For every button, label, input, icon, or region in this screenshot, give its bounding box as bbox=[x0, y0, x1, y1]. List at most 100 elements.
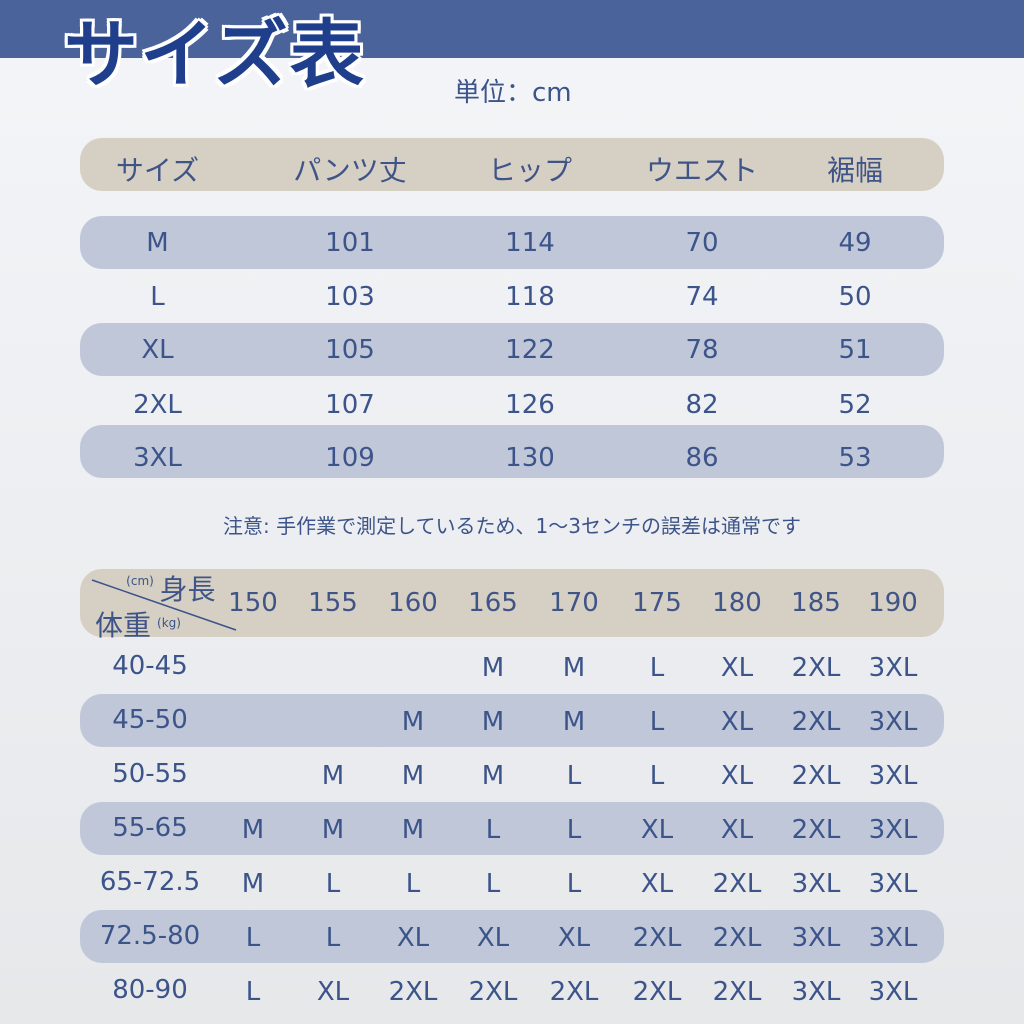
size-cell: XL bbox=[141, 335, 174, 365]
top-banner bbox=[0, 0, 1024, 58]
fit-size-cell: M bbox=[321, 761, 345, 791]
height-column-1: 155 bbox=[308, 588, 358, 618]
measurement-note: 注意: 手作業で測定しているため、1〜3センチの誤差は通常です bbox=[223, 514, 801, 538]
weight-range: 72.5-80 bbox=[99, 921, 201, 951]
fit-size-cell: 2XL bbox=[468, 977, 518, 1007]
fit-size-cell: XL bbox=[640, 869, 674, 899]
fit-size-cell: 3XL bbox=[868, 761, 918, 791]
fit-size-cell: L bbox=[325, 923, 341, 953]
fit-row-bg bbox=[80, 802, 944, 855]
fit-size-cell: 2XL bbox=[712, 869, 762, 899]
fit-size-cell: XL bbox=[316, 977, 350, 1007]
size-row-bg bbox=[80, 323, 944, 376]
size-header-length: パンツ丈 bbox=[293, 154, 407, 187]
fit-size-cell: L bbox=[485, 815, 501, 845]
weight-range: 50-55 bbox=[112, 759, 188, 789]
fit-size-cell: 2XL bbox=[791, 815, 841, 845]
size-cell: 74 bbox=[685, 282, 719, 312]
weight-range: 40-45 bbox=[112, 651, 188, 681]
fit-size-cell: 3XL bbox=[868, 653, 918, 683]
fit-size-cell: M bbox=[562, 707, 586, 737]
height-unit: (cm) bbox=[126, 574, 154, 588]
fit-size-cell: 2XL bbox=[549, 977, 599, 1007]
size-cell: 53 bbox=[838, 443, 872, 473]
height-column-7: 185 bbox=[791, 588, 841, 618]
size-cell: 49 bbox=[838, 228, 872, 258]
size-cell: 118 bbox=[505, 282, 555, 312]
size-cell: 2XL bbox=[133, 390, 182, 420]
fit-row-bg bbox=[80, 694, 944, 747]
height-column-3: 165 bbox=[468, 588, 518, 618]
weight-range: 80-90 bbox=[112, 975, 188, 1005]
fit-size-cell: 2XL bbox=[791, 761, 841, 791]
size-header-hip: ヒップ bbox=[487, 154, 572, 187]
weight-range: 45-50 bbox=[112, 705, 188, 735]
fit-size-cell: XL bbox=[720, 653, 754, 683]
fit-size-cell: 2XL bbox=[388, 977, 438, 1007]
fit-size-cell: L bbox=[566, 815, 582, 845]
size-cell: 109 bbox=[325, 443, 375, 473]
height-column-8: 190 bbox=[868, 588, 918, 618]
fit-size-cell: L bbox=[485, 869, 501, 899]
fit-size-cell: M bbox=[481, 761, 505, 791]
size-table-header-bar bbox=[80, 138, 944, 191]
fit-size-cell: XL bbox=[720, 707, 754, 737]
size-cell: 103 bbox=[325, 282, 375, 312]
size-cell: 52 bbox=[838, 390, 872, 420]
weight-range: 65-72.5 bbox=[99, 867, 201, 897]
fit-size-cell: XL bbox=[720, 815, 754, 845]
fit-size-cell: 2XL bbox=[632, 977, 682, 1007]
fit-size-cell: XL bbox=[640, 815, 674, 845]
size-cell: M bbox=[146, 228, 169, 258]
size-header-waist: ウエスト bbox=[645, 154, 758, 187]
height-column-5: 175 bbox=[632, 588, 682, 618]
fit-size-cell: L bbox=[405, 869, 421, 899]
size-cell: 70 bbox=[685, 228, 719, 258]
fit-size-cell: 2XL bbox=[791, 707, 841, 737]
fit-size-cell: M bbox=[481, 653, 505, 683]
fit-size-cell: L bbox=[566, 761, 582, 791]
fit-size-cell: XL bbox=[476, 923, 510, 953]
size-cell: 82 bbox=[685, 390, 719, 420]
height-column-0: 150 bbox=[228, 588, 278, 618]
fit-size-cell: 3XL bbox=[868, 815, 918, 845]
height-column-6: 180 bbox=[712, 588, 762, 618]
size-cell: 78 bbox=[685, 335, 719, 365]
fit-size-cell: 3XL bbox=[791, 869, 841, 899]
fit-size-cell: XL bbox=[720, 761, 754, 791]
size-cell: 122 bbox=[505, 335, 555, 365]
size-cell: 50 bbox=[838, 282, 872, 312]
size-cell: 130 bbox=[505, 443, 555, 473]
page-title: サイズ表 bbox=[64, 12, 366, 98]
fit-size-cell: 2XL bbox=[712, 923, 762, 953]
fit-size-cell: L bbox=[325, 869, 341, 899]
fit-size-cell: M bbox=[401, 707, 425, 737]
weight-label: 体重 bbox=[94, 609, 151, 642]
size-cell: L bbox=[150, 282, 165, 312]
size-cell: 3XL bbox=[133, 443, 182, 473]
size-cell: 114 bbox=[505, 228, 555, 258]
fit-row-bg bbox=[80, 910, 944, 963]
unit-label: 単位：cm bbox=[454, 78, 572, 108]
fit-size-cell: 3XL bbox=[868, 923, 918, 953]
fit-size-cell: 3XL bbox=[791, 923, 841, 953]
size-header-size: サイズ bbox=[115, 154, 200, 187]
fit-size-cell: L bbox=[245, 923, 261, 953]
fit-size-cell: M bbox=[481, 707, 505, 737]
size-cell: 86 bbox=[685, 443, 719, 473]
fit-size-cell: L bbox=[649, 707, 665, 737]
fit-size-cell: 2XL bbox=[791, 653, 841, 683]
size-cell: 107 bbox=[325, 390, 375, 420]
fit-size-cell: XL bbox=[396, 923, 430, 953]
fit-size-cell: M bbox=[401, 815, 425, 845]
height-label: 身長 bbox=[159, 573, 216, 606]
fit-size-cell: L bbox=[649, 761, 665, 791]
weight-unit: (kg) bbox=[157, 616, 181, 630]
fit-size-cell: M bbox=[241, 869, 265, 899]
fit-size-cell: 3XL bbox=[791, 977, 841, 1007]
height-column-2: 160 bbox=[388, 588, 438, 618]
size-cell: 101 bbox=[325, 228, 375, 258]
size-cell: 105 bbox=[325, 335, 375, 365]
weight-range: 55-65 bbox=[112, 813, 188, 843]
size-row-bg bbox=[80, 425, 944, 478]
